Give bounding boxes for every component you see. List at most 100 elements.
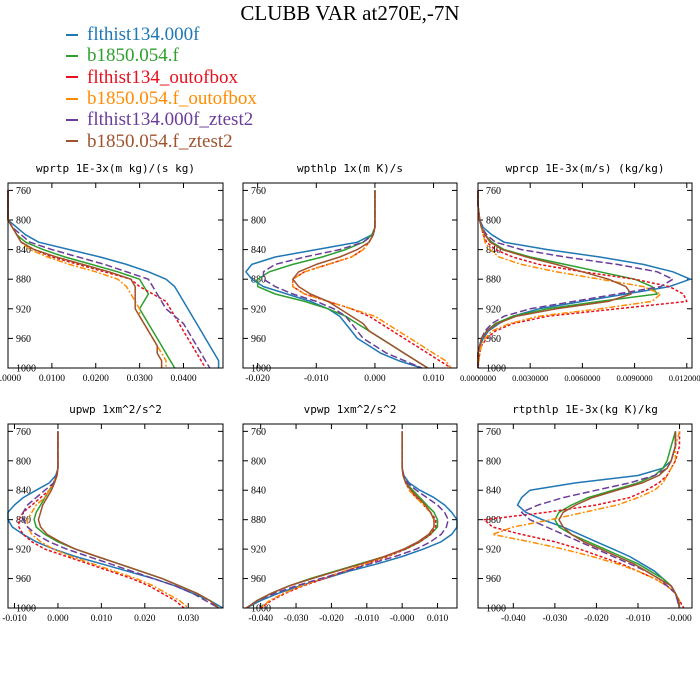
series-line — [245, 190, 423, 369]
y-tick-label: 760 — [251, 186, 266, 197]
legend-swatch — [66, 76, 78, 79]
legend-item: b1850.054.f_ztest2 — [66, 130, 257, 152]
x-tick-label: 0.0000000 — [460, 373, 496, 383]
y-tick-label: 1000 — [16, 604, 36, 615]
legend-label: flthist134_outofbox — [87, 66, 238, 88]
x-tick-label: 0.0100 — [39, 374, 65, 384]
y-tick-label: 880 — [16, 275, 31, 286]
series-line — [292, 190, 452, 369]
series-line — [516, 431, 681, 609]
y-tick-label: 920 — [251, 304, 266, 315]
y-tick-label: 1000 — [486, 604, 506, 615]
y-tick-label: 920 — [251, 545, 266, 556]
y-tick-label: 880 — [251, 515, 266, 526]
y-tick-label: 880 — [486, 515, 501, 526]
y-tick-label: 960 — [486, 334, 501, 345]
x-tick-label: -0.030 — [543, 614, 568, 624]
series-line — [7, 190, 163, 368]
series-line — [558, 431, 681, 609]
y-tick-label: 800 — [251, 456, 266, 467]
y-tick-label: 840 — [251, 486, 266, 497]
x-tick-label: 0.000 — [47, 614, 69, 624]
series-line — [246, 431, 439, 609]
x-tick-label: 0.010 — [427, 614, 449, 624]
panel-title: upwp 1xm^2/s^2 — [69, 403, 162, 416]
y-tick-label: 800 — [16, 456, 31, 467]
series-line — [7, 431, 224, 609]
y-tick-label: 960 — [486, 574, 501, 585]
y-tick-label: 760 — [486, 427, 501, 438]
legend-item: flthist134_outofbox — [66, 67, 257, 88]
y-tick-label: 840 — [16, 245, 31, 256]
x-tick-label: 0.020 — [134, 614, 156, 624]
y-tick-label: 840 — [251, 245, 266, 256]
series-line — [520, 431, 681, 609]
series-line — [7, 190, 176, 369]
x-tick-label: 0.000 — [364, 374, 386, 384]
series-line — [477, 190, 674, 368]
plot-frame — [7, 182, 224, 369]
legend-label: flthist134.000f_ztest2 — [87, 109, 254, 131]
y-tick-label: 920 — [486, 304, 501, 315]
series-line — [477, 190, 658, 368]
plot-frame — [7, 423, 224, 609]
series-line — [37, 431, 220, 609]
x-tick-label: -0.040 — [248, 614, 273, 624]
series-line — [7, 190, 207, 369]
x-tick-label: -0.000 — [390, 614, 415, 624]
plot-frame — [477, 182, 693, 369]
y-tick-label: 800 — [486, 456, 501, 467]
y-tick-label: 760 — [16, 427, 31, 438]
legend-swatch — [66, 97, 78, 100]
y-tick-label: 920 — [486, 545, 501, 556]
series-line — [483, 431, 685, 609]
series-line — [477, 190, 632, 368]
legend-swatch — [66, 118, 78, 121]
series-line — [33, 431, 220, 609]
legend-swatch — [66, 140, 78, 143]
x-tick-label: 0.0200 — [83, 374, 109, 384]
panel-title: rtpthlp 1E-3x(kg K)/kg — [512, 403, 658, 416]
panel-title: wprcp 1E-3x(m/s) (kg/kg) — [506, 162, 665, 175]
x-tick-label: -0.030 — [284, 614, 309, 624]
series-line — [256, 190, 429, 369]
x-tick-label: -0.010 — [626, 614, 651, 624]
y-tick-label: 1000 — [251, 364, 271, 375]
y-tick-label: 760 — [486, 186, 501, 197]
series-line — [246, 431, 458, 609]
panel-title: vpwp 1xm^2/s^2 — [304, 403, 397, 416]
plot-frame — [242, 423, 458, 609]
legend-label: b1850.054.f_ztest2 — [87, 130, 233, 152]
series-line — [477, 190, 692, 368]
x-tick-label: -0.020 — [245, 374, 270, 384]
panel-title: wpthlp 1x(m K)/s — [297, 162, 403, 175]
y-tick-label: 840 — [486, 245, 501, 256]
y-tick-label: 920 — [16, 545, 31, 556]
series-line — [18, 431, 185, 609]
series-line — [491, 431, 681, 608]
legend-swatch — [66, 54, 78, 57]
x-tick-label: -0.020 — [319, 614, 344, 624]
y-tick-label: 880 — [251, 275, 266, 286]
y-tick-label: 960 — [251, 334, 266, 345]
legend-label: b1850.054.f_outofbox — [87, 88, 257, 110]
legend: flthist134.000f b1850.054.f flthist134_o… — [66, 24, 257, 152]
legend-item: b1850.054.f — [66, 45, 257, 66]
y-tick-label: 840 — [486, 486, 501, 497]
x-tick-label: 0.0120000 — [669, 373, 700, 383]
x-tick-label: 0.0030000 — [512, 373, 548, 383]
legend-label: b1850.054.f — [87, 45, 179, 67]
series-line — [554, 431, 681, 609]
plot-frame — [242, 182, 458, 369]
x-tick-label: -0.010 — [2, 614, 27, 624]
series-line — [262, 190, 423, 369]
series-line — [260, 431, 437, 609]
panel-title: wprtp 1E-3x(m kg)/(s kg) — [36, 162, 195, 175]
series-line — [246, 431, 435, 609]
series-line — [477, 190, 688, 369]
x-tick-label: -0.010 — [304, 374, 329, 384]
y-tick-label: 1000 — [486, 364, 506, 375]
x-tick-label: 0.0000 — [0, 374, 21, 384]
x-tick-label: 0.010 — [423, 374, 445, 384]
x-tick-label: 0.010 — [91, 614, 113, 624]
